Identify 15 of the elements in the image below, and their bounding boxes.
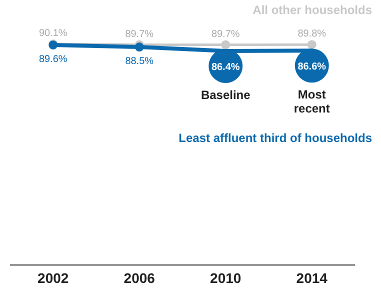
- text: Baseline: [200, 88, 251, 102]
- x-tick-label: 2002: [38, 270, 69, 286]
- x-tick-label: 2014: [296, 270, 328, 286]
- data-label: 86.6%: [298, 62, 326, 73]
- text: Most recent: [294, 88, 330, 116]
- x-tick-label: 2006: [124, 270, 156, 286]
- data-label: 88.5%: [125, 56, 154, 68]
- data-label: 89.8%: [298, 28, 326, 40]
- data-label: 90.1%: [38, 28, 68, 39]
- data-label: 89.7%: [125, 28, 154, 40]
- data-label: 86.4%: [211, 62, 240, 73]
- data-label: 89.7%: [211, 28, 240, 40]
- x-tick-label: 2010: [210, 270, 242, 286]
- text: Least affluent third of households: [178, 131, 372, 145]
- data-label: 89.6%: [38, 54, 68, 65]
